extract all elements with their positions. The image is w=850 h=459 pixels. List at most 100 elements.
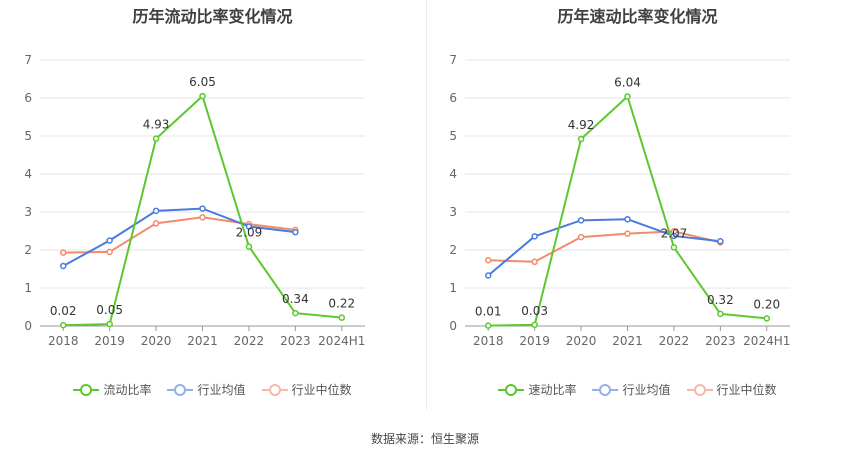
data-point <box>484 257 492 264</box>
data-label: 4.93 <box>143 118 170 132</box>
x-tick-label: 2021 <box>187 334 218 348</box>
legend-label: 行业均值 <box>197 383 246 397</box>
data-point <box>670 244 678 251</box>
data-point <box>763 315 771 322</box>
y-tick-label: 6 <box>24 91 32 105</box>
data-point <box>199 92 206 100</box>
legend-marker-icon <box>73 383 100 397</box>
y-tick-label: 6 <box>449 91 457 105</box>
data-point <box>59 321 67 329</box>
data-point <box>577 233 585 241</box>
chart-legend: 速动比率 行业均值 行业中位数 <box>425 381 850 398</box>
legend-item[interactable]: 速动比率 <box>498 381 576 398</box>
data-label: 0.05 <box>96 303 123 317</box>
data-point <box>292 228 299 236</box>
x-tick-label: 2020 <box>566 334 597 348</box>
current-ratio-chart: 0 1 2 3 4 5 6 7 2018 2019 2020 2021 2022 2023 2024H1 0.… <box>24 53 365 348</box>
x-tick-label: 2023 <box>705 334 736 348</box>
data-point <box>152 135 160 142</box>
y-tick-label: 4 <box>449 167 457 181</box>
legend-item[interactable]: 行业均值 <box>167 381 246 398</box>
legend-marker-icon <box>686 383 713 397</box>
data-label: 0.22 <box>328 297 355 311</box>
data-point <box>484 322 492 329</box>
x-tick-label: 2024H1 <box>318 334 365 348</box>
legend-label: 行业均值 <box>622 383 671 397</box>
series-line <box>63 216 296 254</box>
x-tick-label: 2022 <box>234 334 265 348</box>
data-point <box>106 320 113 328</box>
y-tick-label: 1 <box>24 281 32 295</box>
data-point <box>106 237 113 244</box>
data-point <box>717 238 724 245</box>
series-line <box>488 94 767 327</box>
series-line <box>62 207 296 267</box>
data-label: 0.34 <box>282 292 309 306</box>
data-point <box>577 135 585 143</box>
y-tick-label: 2 <box>449 243 457 257</box>
legend-label: 行业中位数 <box>716 383 777 397</box>
legend-label: 速动比率 <box>528 383 577 397</box>
legend-item[interactable]: 行业中位数 <box>261 381 352 398</box>
legend-label: 流动比率 <box>103 383 152 397</box>
data-label: 2.07 <box>661 226 688 240</box>
data-point <box>152 207 160 215</box>
data-point <box>199 214 206 221</box>
data-point <box>624 230 631 237</box>
series-line <box>487 218 721 277</box>
y-tick-label: 4 <box>24 167 32 181</box>
panel-divider <box>426 0 427 410</box>
data-label: 0.03 <box>521 304 548 318</box>
legend-item[interactable]: 行业均值 <box>592 381 671 398</box>
x-tick-label: 2022 <box>659 334 690 348</box>
data-label: 0.02 <box>50 304 77 318</box>
y-tick-label: 0 <box>24 319 32 333</box>
legend-marker-icon <box>592 383 619 397</box>
data-point <box>531 233 538 240</box>
data-label: 0.20 <box>753 297 780 311</box>
data-point <box>624 215 631 223</box>
y-tick-label: 7 <box>24 53 32 67</box>
x-tick-label: 2019 <box>94 334 125 348</box>
y-tick-label: 2 <box>24 243 32 257</box>
legend-item[interactable]: 行业中位数 <box>686 381 777 398</box>
data-point <box>106 248 113 256</box>
data-label: 4.92 <box>568 118 595 132</box>
chart-title: 历年速动比率变化情况 <box>557 7 718 26</box>
x-tick-label: 2024H1 <box>743 334 790 348</box>
y-tick-label: 0 <box>449 319 457 333</box>
legend-item[interactable]: 流动比率 <box>73 381 151 398</box>
chart-legend: 流动比率 行业均值 行业中位数 <box>0 381 425 398</box>
data-point <box>577 217 585 224</box>
quick-ratio-chart: 0 1 2 3 4 5 6 7 2018 2019 2020 2021 2022 2023 2024H1 0.… <box>449 53 790 348</box>
y-tick-label: 3 <box>24 205 32 219</box>
series-line <box>488 230 721 263</box>
legend-marker-icon <box>167 383 194 397</box>
legend-marker-icon <box>261 383 288 397</box>
y-tick-label: 5 <box>24 129 32 143</box>
data-point <box>245 223 253 230</box>
data-point <box>624 93 631 100</box>
data-label: 0.01 <box>475 305 502 319</box>
data-point <box>152 220 160 227</box>
chart-title: 历年流动比率变化情况 <box>132 7 293 26</box>
y-tick-label: 1 <box>449 281 457 295</box>
data-label: 6.04 <box>614 75 641 89</box>
legend-marker-icon <box>498 383 525 397</box>
x-tick-label: 2023 <box>280 334 311 348</box>
x-tick-label: 2018 <box>48 334 79 348</box>
chart-panel-current-ratio: 历年流动比率变化情况 0 1 2 3 4 5 6 7 2018 2019 2020 2021 2022 2… <box>0 0 425 420</box>
chart-panel-quick-ratio: 历年速动比率变化情况 0 1 2 3 4 5 6 7 2018 2019 2020 2021 2022 2… <box>425 0 850 420</box>
data-point <box>59 262 67 270</box>
data-point <box>292 309 299 317</box>
x-tick-label: 2019 <box>519 334 550 348</box>
legend-label: 行业中位数 <box>291 383 352 397</box>
data-point <box>245 243 253 250</box>
y-tick-label: 3 <box>449 205 457 219</box>
x-tick-label: 2020 <box>141 334 172 348</box>
data-label: 2.09 <box>236 226 263 240</box>
data-point <box>531 258 538 266</box>
data-point <box>199 205 206 212</box>
y-tick-label: 5 <box>449 129 457 143</box>
data-point <box>717 310 724 318</box>
